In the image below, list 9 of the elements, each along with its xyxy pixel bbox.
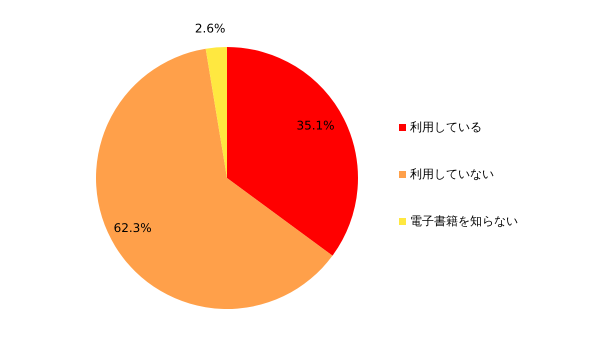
pie-slice <box>206 47 227 178</box>
pie-slice <box>227 47 358 256</box>
data-label: 35.1% <box>296 118 335 133</box>
legend-label: 利用している <box>410 118 482 136</box>
legend-label: 電子書籍を知らない <box>410 212 518 230</box>
legend-label: 利用していない <box>410 166 494 182</box>
pie-slice <box>96 48 332 309</box>
data-label: 2.6% <box>194 21 226 36</box>
data-label: 62.3% <box>114 220 152 235</box>
